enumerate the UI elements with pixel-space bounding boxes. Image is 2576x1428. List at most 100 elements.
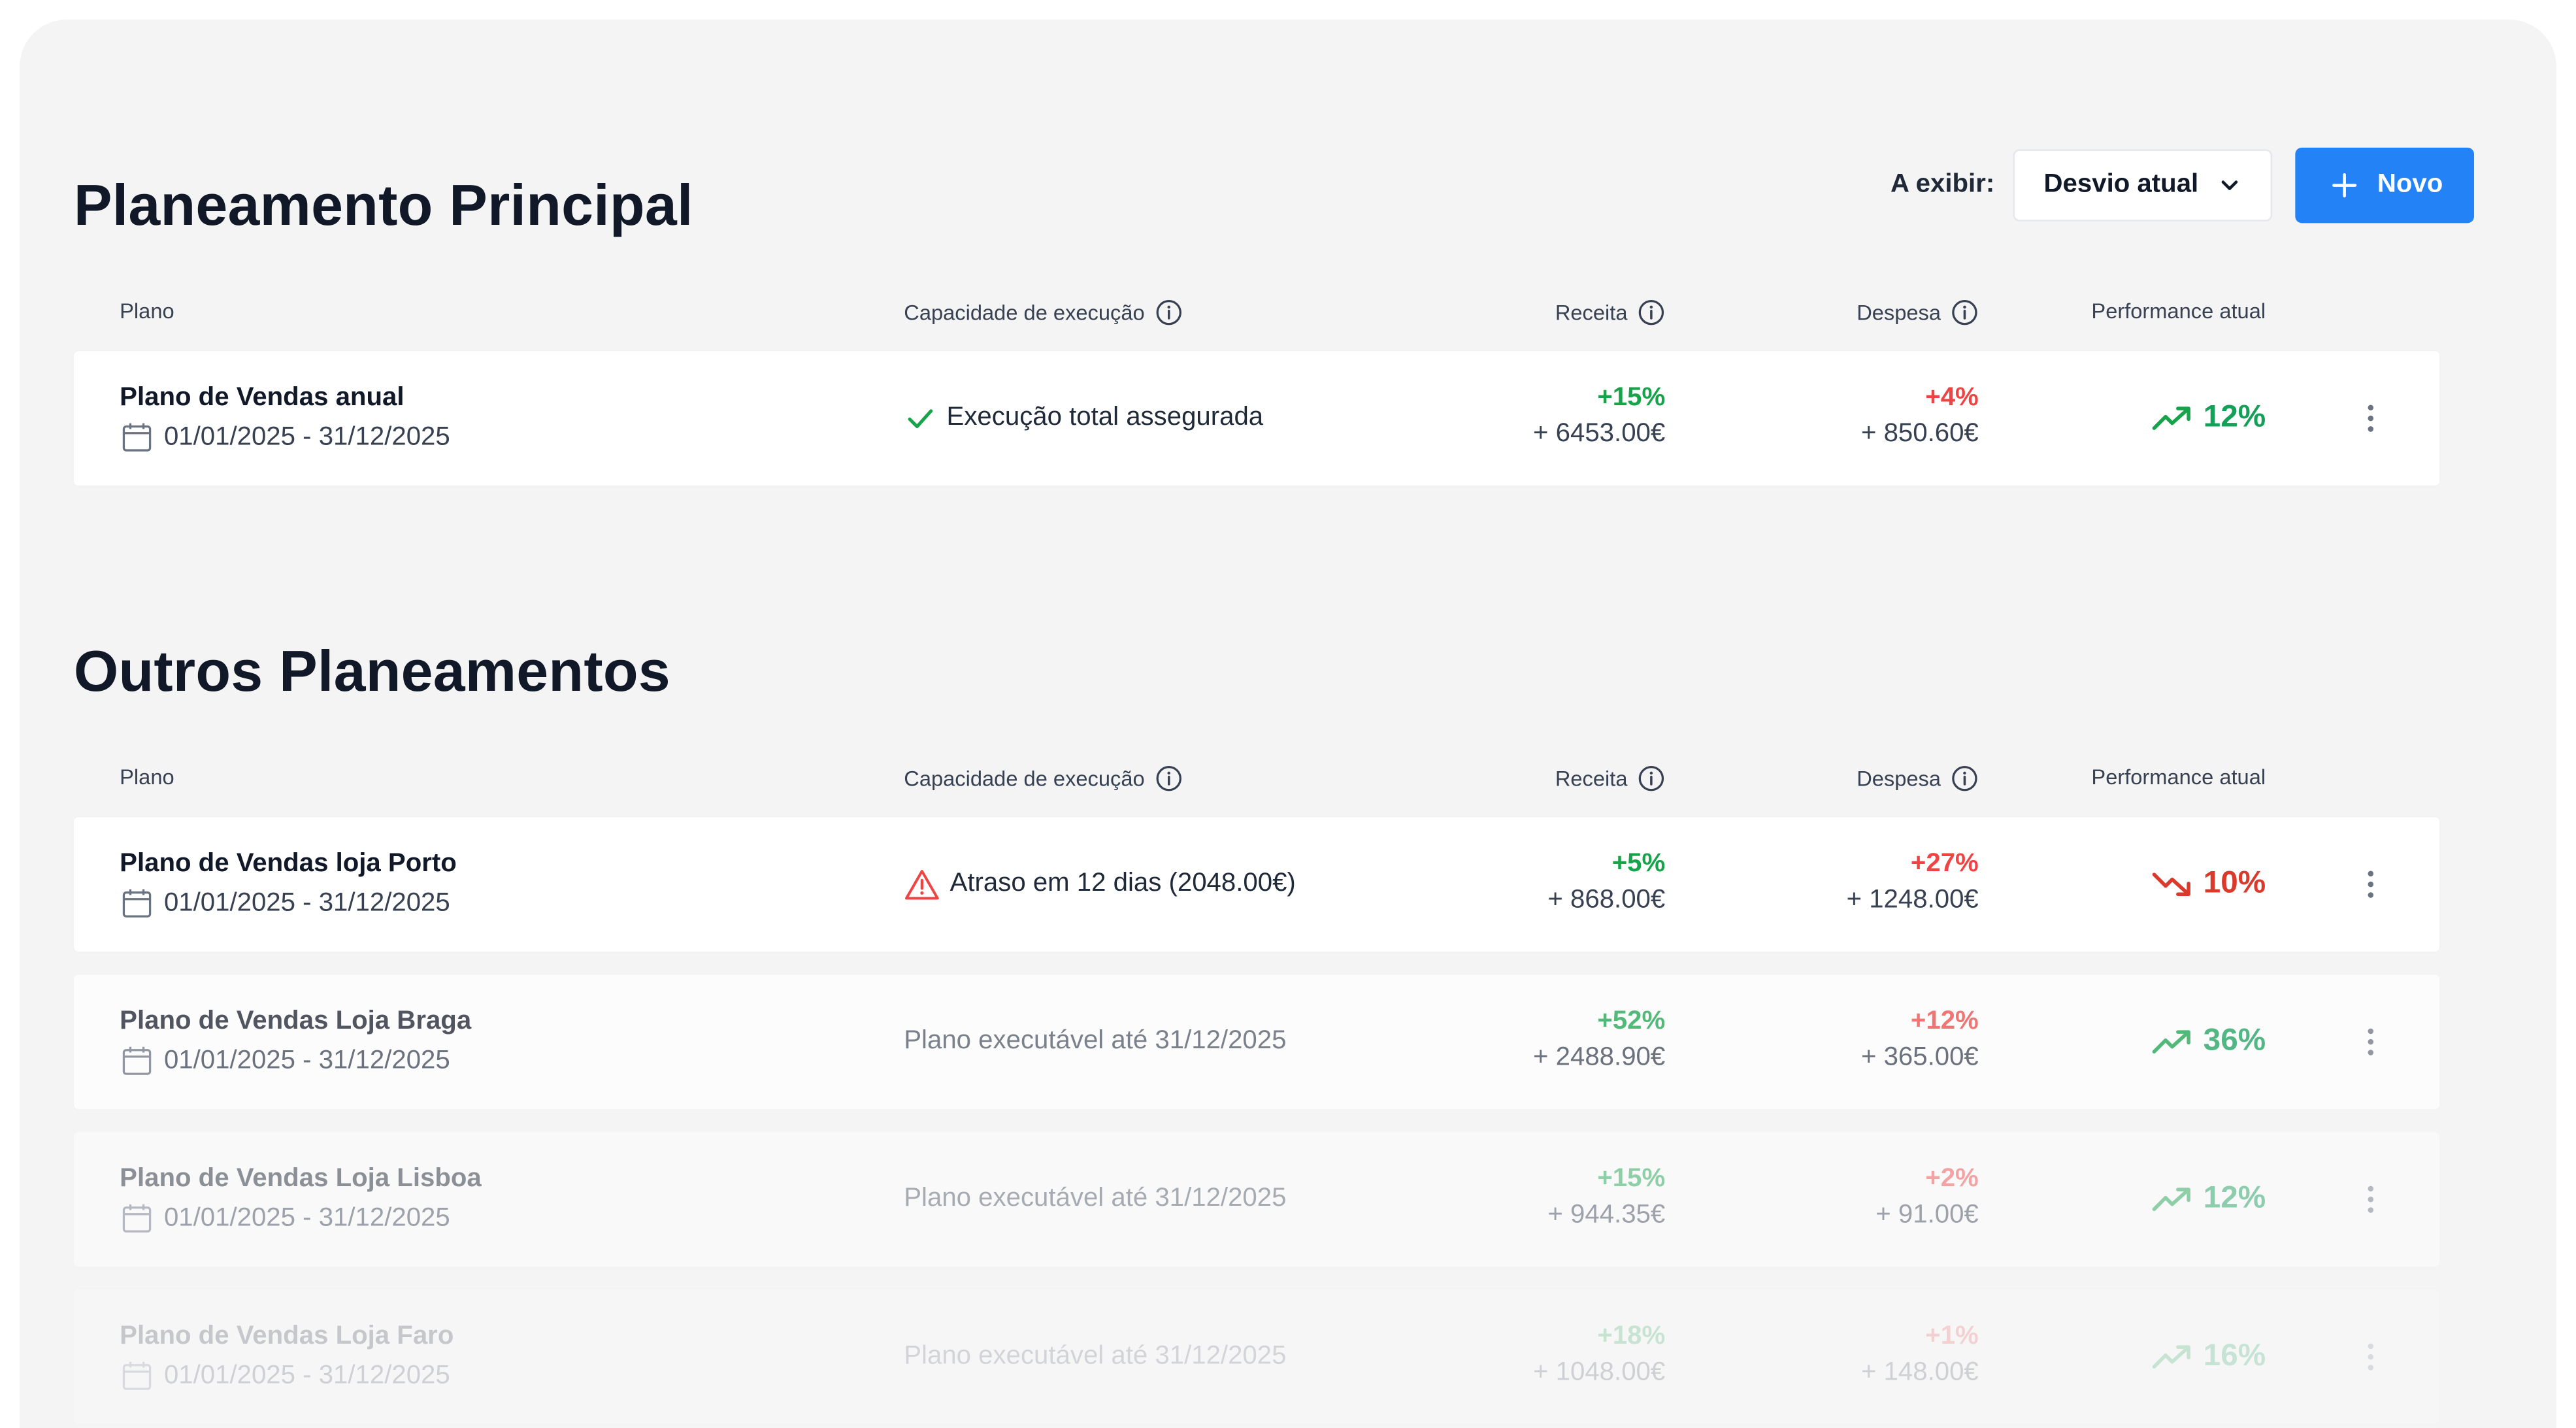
table-row[interactable]: Plano de Vendas Loja Braga 01/01/2025 - … [73,974,2440,1110]
despesa-pct: +1% [1925,1322,1979,1351]
trending-up-icon [2151,1342,2193,1372]
plan-dates: 01/01/2025 - 31/12/2025 [120,1201,482,1236]
receita-pct: +18% [1597,1322,1666,1351]
header-plano-label: Plano [120,764,174,789]
plan-cell: Plano de Vendas Loja Faro 01/01/2025 - 3… [120,1322,454,1393]
receita-cell: +15% + 944.35€ [1547,1165,1665,1230]
despesa-pct: +27% [1910,850,1979,878]
receita-amount: + 6453.00€ [1533,420,1666,448]
header-receita: Receita [1555,299,1665,327]
calendar-icon [120,1201,154,1236]
plan-cell: Plano de Vendas Loja Braga 01/01/2025 - … [120,1007,471,1078]
receita-pct: +15% [1597,1165,1666,1193]
info-icon[interactable] [1638,765,1666,793]
receita-amount: + 1048.00€ [1533,1358,1666,1387]
new-plan-button[interactable]: Novo [2295,147,2475,224]
performance-value: 12% [2203,400,2266,435]
despesa-amount: + 850.60€ [1860,420,1979,448]
plan-date-range: 01/01/2025 - 31/12/2025 [163,1046,450,1074]
more-options-icon[interactable] [2354,402,2387,435]
check-icon [904,402,936,435]
plan-dates: 01/01/2025 - 31/12/2025 [120,1359,454,1393]
table-row[interactable]: Plano de Vendas loja Porto 01/01/2025 - … [73,817,2440,952]
more-options-icon[interactable] [2354,1025,2387,1058]
plan-name: Plano de Vendas Loja Lisboa [120,1165,482,1193]
plan-name: Plano de Vendas Loja Faro [120,1322,454,1351]
despesa-amount: + 91.00€ [1875,1201,1979,1229]
header-receita-label: Receita [1555,300,1628,325]
header-despesa: Despesa [1857,299,1979,327]
header-performance: Performance atual [2091,299,2266,324]
calendar-icon [120,420,154,455]
header-despesa-label: Despesa [1857,300,1941,325]
plan-cell: Plano de Vendas loja Porto 01/01/2025 - … [120,850,457,920]
header-plano: Plano [120,299,174,324]
header-plano-label: Plano [120,298,174,324]
plan-dates: 01/01/2025 - 31/12/2025 [120,420,450,455]
performance-value: 16% [2203,1338,2266,1374]
despesa-cell: +2% + 91.00€ [1875,1165,1979,1230]
info-icon[interactable] [1638,299,1666,327]
performance-cell: 12% [2151,351,2266,486]
despesa-amount: + 1248.00€ [1846,886,1979,914]
despesa-cell: +1% + 148.00€ [1861,1322,1979,1387]
warning-icon [904,868,940,901]
header-receita: Receita [1555,765,1665,793]
capacity-cell: Atraso em 12 dias (2048.00€) [904,817,1296,952]
plan-date-range: 01/01/2025 - 31/12/2025 [163,1361,450,1389]
performance-cell: 36% [2151,974,2266,1109]
capacity-text: Plano executável até 31/12/2025 [904,1027,1287,1055]
capacity-cell: Plano executável até 31/12/2025 [904,974,1286,1109]
more-options-icon[interactable] [2354,868,2387,901]
header-capacidade-label: Capacidade de execução [904,766,1145,791]
header-performance-label: Performance atual [2091,298,2266,324]
info-icon[interactable] [1951,765,1979,793]
view-select[interactable]: Desvio atual [2012,149,2273,222]
receita-cell: +5% + 868.00€ [1547,850,1665,915]
main-section-title: Planeamento Principal [73,174,693,238]
performance-cell: 16% [2151,1289,2266,1424]
header-receita-label: Receita [1555,766,1628,791]
despesa-cell: +12% + 365.00€ [1861,1007,1979,1072]
plan-date-range: 01/01/2025 - 31/12/2025 [163,888,450,917]
app-frame: Planeamento Principal A exibir: Desvio a… [20,20,2556,1428]
calendar-icon [120,886,154,921]
plan-dates: 01/01/2025 - 31/12/2025 [120,886,457,921]
header-performance: Performance atual [2091,765,2266,789]
info-icon[interactable] [1155,299,1183,327]
plan-name: Plano de Vendas anual [120,384,405,412]
capacity-text: Plano executável até 31/12/2025 [904,1184,1287,1213]
page-content: Planeamento Principal A exibir: Desvio a… [20,20,2556,1427]
header-capacidade-label: Capacidade de execução [904,300,1145,325]
receita-pct: +15% [1597,384,1666,412]
despesa-cell: +27% + 1248.00€ [1847,850,1979,915]
plus-icon [2332,172,2358,198]
new-plan-button-label: Novo [2377,170,2443,199]
header-capacidade: Capacidade de execução [904,765,1182,793]
capacity-cell: Plano executável até 31/12/2025 [904,1289,1286,1424]
info-icon[interactable] [1155,765,1183,793]
despesa-amount: + 148.00€ [1860,1358,1979,1387]
header-despesa-label: Despesa [1857,766,1941,791]
performance-value: 36% [2203,1023,2266,1059]
despesa-pct: +4% [1925,384,1979,412]
despesa-cell: +4% + 850.60€ [1861,384,1979,449]
plan-name: Plano de Vendas Loja Braga [120,1007,472,1036]
info-icon[interactable] [1951,299,1979,327]
receita-amount: + 944.35€ [1547,1201,1666,1229]
trending-down-icon [2151,870,2193,899]
receita-amount: + 2488.90€ [1533,1043,1666,1072]
header-capacidade: Capacidade de execução [904,299,1182,327]
table-row[interactable]: Plano de Vendas Loja Faro 01/01/2025 - 3… [73,1289,2440,1425]
table-row[interactable]: Plano de Vendas anual 01/01/2025 - 31/12… [73,351,2440,486]
receita-cell: +15% + 6453.00€ [1533,384,1665,449]
table-row[interactable]: Plano de Vendas Loja Lisboa 01/01/2025 -… [73,1132,2440,1267]
receita-cell: +18% + 1048.00€ [1533,1322,1665,1387]
receita-cell: +52% + 2488.90€ [1533,1007,1665,1072]
more-options-icon[interactable] [2354,1183,2387,1216]
performance-cell: 10% [2151,817,2266,952]
more-options-icon[interactable] [2354,1340,2387,1373]
despesa-amount: + 365.00€ [1860,1043,1979,1072]
view-select-value: Desvio atual [2043,170,2199,199]
performance-value: 10% [2203,866,2266,901]
